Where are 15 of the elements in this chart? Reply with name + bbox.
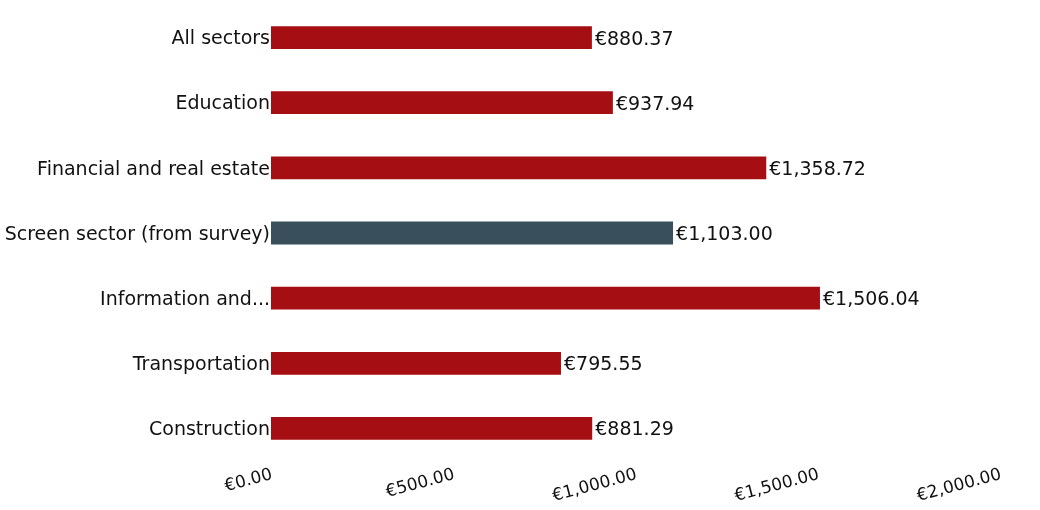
y-tick-label: All sectors xyxy=(171,26,270,49)
y-tick-label: Information and... xyxy=(100,286,270,309)
y-tick-label: Transportation xyxy=(131,351,270,374)
data-label: €1,506.04 xyxy=(822,287,920,310)
y-tick-label: Financial and real estate xyxy=(37,156,270,179)
data-label: €880.37 xyxy=(594,26,674,49)
data-label: €937.94 xyxy=(615,91,695,114)
data-label: €881.29 xyxy=(595,417,674,440)
data-label: €1,358.72 xyxy=(769,156,866,179)
x-tick-label: €0.00 xyxy=(222,463,275,496)
data-label: €795.55 xyxy=(563,352,643,375)
y-tick-label: Screen sector (from survey) xyxy=(4,221,270,244)
y-tick-label: Education xyxy=(175,91,270,114)
y-tick-label: Construction xyxy=(149,417,270,440)
data-label: €1,103.00 xyxy=(676,222,773,244)
